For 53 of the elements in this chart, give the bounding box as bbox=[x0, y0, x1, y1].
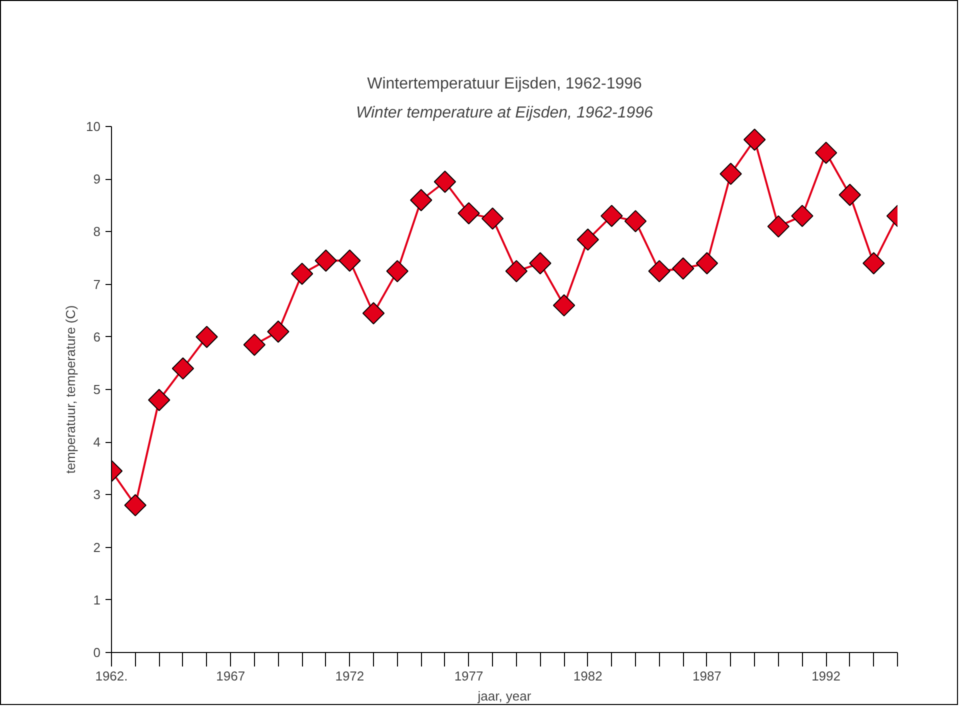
y-tick-label: 0 bbox=[93, 645, 101, 660]
point bbox=[410, 189, 432, 212]
y-tick-label: 2 bbox=[93, 540, 101, 555]
point bbox=[624, 210, 647, 232]
point bbox=[386, 260, 408, 282]
y-tick-label: 3 bbox=[93, 487, 101, 502]
x-tick-label: 1967 bbox=[216, 668, 246, 684]
point bbox=[576, 228, 599, 251]
point bbox=[720, 162, 742, 185]
x-tick-label: 1982 bbox=[573, 668, 602, 684]
point bbox=[505, 260, 528, 282]
y-tick-label: 9 bbox=[93, 172, 101, 187]
point bbox=[243, 334, 266, 356]
point bbox=[696, 252, 718, 274]
x-axis-title: jaar, year bbox=[476, 688, 532, 704]
point bbox=[124, 494, 146, 516]
point bbox=[267, 320, 290, 343]
point bbox=[767, 215, 790, 238]
y-tick-label: 7 bbox=[93, 276, 101, 292]
y-tick-label: 8 bbox=[93, 224, 101, 240]
y-axis-title: temperatuur, temperature (C) bbox=[63, 305, 78, 474]
y-tick-label: 4 bbox=[93, 434, 101, 450]
x-tick-label: 1977 bbox=[454, 668, 484, 684]
point bbox=[148, 388, 170, 412]
point bbox=[434, 170, 456, 193]
point bbox=[838, 184, 861, 206]
point bbox=[196, 326, 218, 348]
x-tick-label: 1972 bbox=[335, 668, 364, 684]
y-tick-label: 5 bbox=[93, 382, 101, 397]
x-tick-label: 1992 bbox=[812, 668, 841, 684]
point bbox=[481, 207, 504, 230]
point bbox=[791, 204, 814, 228]
x-tick-label: 1962. bbox=[95, 668, 128, 684]
point bbox=[648, 260, 670, 282]
point bbox=[743, 128, 766, 151]
y-tick-label: 1 bbox=[93, 592, 101, 608]
point bbox=[314, 250, 337, 272]
point bbox=[338, 250, 361, 272]
point bbox=[458, 202, 480, 224]
point bbox=[814, 142, 838, 164]
y-tick-label: 6 bbox=[93, 329, 101, 344]
y-tick-label: 10 bbox=[86, 119, 101, 134]
point bbox=[552, 294, 576, 316]
point bbox=[862, 252, 885, 274]
x-tick-label: 1987 bbox=[692, 668, 722, 684]
point bbox=[290, 262, 314, 285]
point bbox=[172, 357, 194, 380]
point bbox=[672, 257, 694, 280]
point bbox=[529, 252, 552, 274]
chart-title: Wintertemperatuur Eijsden, 1962-1996 bbox=[367, 76, 642, 92]
point bbox=[362, 302, 385, 324]
point bbox=[600, 204, 623, 228]
chart-subtitle: Winter temperature at Eijsden, 1962-1996 bbox=[356, 104, 654, 122]
